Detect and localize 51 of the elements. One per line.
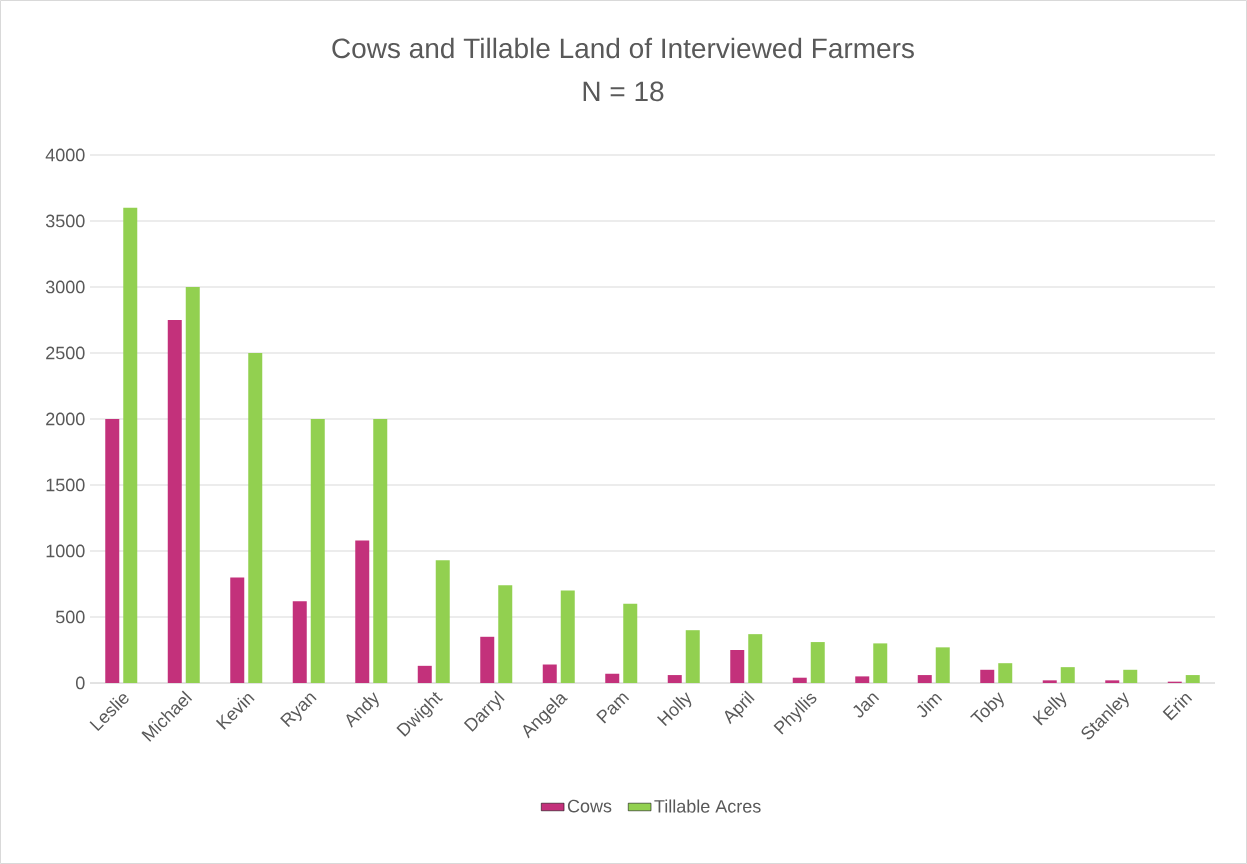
bar [498,585,513,683]
bar [730,649,745,683]
chart-title: Cows and Tillable Land of Interviewed Farmers [332,37,914,59]
bar [230,577,245,683]
y-tick-label: 3500 [45,214,85,228]
chart-subtitle: N = 18 [583,81,664,102]
bar [792,677,807,683]
bar [355,540,370,683]
legend-label: Cows [567,799,612,813]
bar [605,673,620,683]
bar [123,207,138,683]
bar [292,601,307,683]
bar [623,603,638,683]
bar [417,665,432,683]
y-tick-label: 0 [76,676,85,690]
bar [917,675,932,683]
bar [185,286,200,683]
legend-label: Tillable Acres [654,799,761,813]
bar [105,418,120,683]
y-tick-label: 2000 [46,412,85,426]
y-tick-label: 3000 [45,280,85,294]
bar [855,676,870,683]
bar [542,664,557,683]
bar [1060,667,1075,683]
bar [560,590,575,683]
bar [998,663,1013,683]
bar [1105,680,1120,683]
y-tick-label: 1000 [46,544,85,558]
bar [1123,669,1138,683]
bar [667,675,682,683]
y-tick-label: 500 [55,610,85,624]
bar [1042,680,1057,683]
bar [748,634,763,683]
y-tick-label: 2500 [46,346,85,360]
bar [685,630,700,683]
bar [873,643,888,683]
bar [480,636,495,683]
bar [810,642,825,683]
bar [935,647,950,683]
y-tick-label: 1500 [46,478,85,492]
x-tick-label: Jan [853,693,880,718]
bar [435,560,450,683]
y-tick-label: 4000 [45,148,85,162]
bar [248,352,263,683]
bar [167,319,182,683]
x-tick-label: Jim [916,693,943,718]
x-tick-label: Erin [1162,693,1193,721]
bar [373,418,388,683]
bar [980,669,995,683]
bar [310,418,325,683]
bar [1185,675,1200,683]
